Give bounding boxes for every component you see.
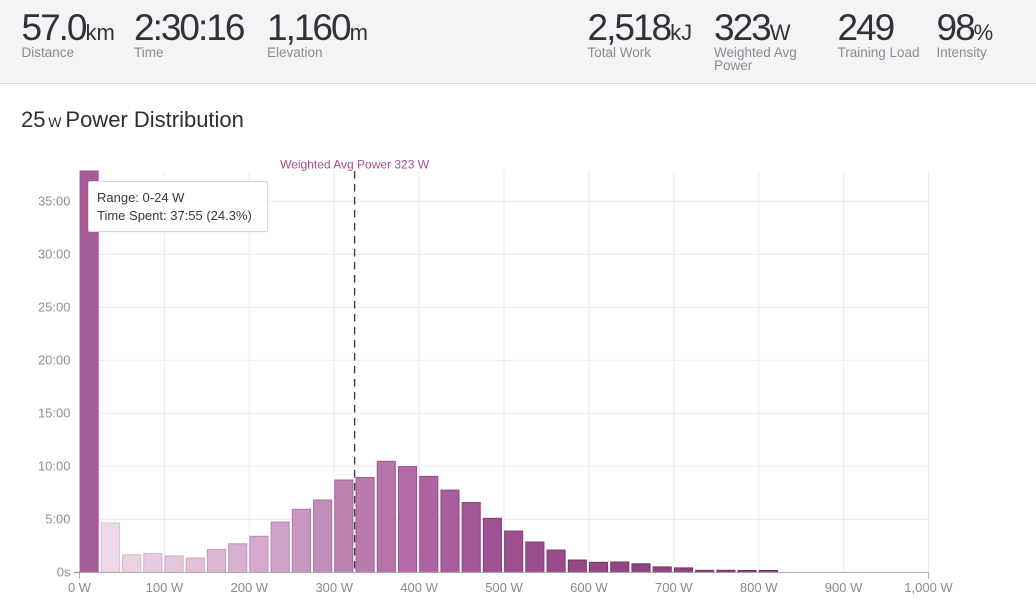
svg-text:700 W: 700 W [655, 580, 693, 595]
svg-text:0s: 0s [57, 565, 71, 580]
svg-text:15:00: 15:00 [38, 406, 71, 421]
svg-text:0 W: 0 W [68, 580, 92, 595]
svg-text:35:00: 35:00 [38, 194, 71, 209]
svg-text:1,000 W: 1,000 W [904, 580, 953, 595]
svg-text:Weighted Avg Power 323 W: Weighted Avg Power 323 W [280, 158, 430, 172]
svg-text:500 W: 500 W [485, 580, 523, 595]
svg-text:800 W: 800 W [740, 580, 778, 595]
svg-text:25:00: 25:00 [38, 300, 71, 315]
svg-text:400 W: 400 W [400, 580, 438, 595]
svg-text:30:00: 30:00 [38, 247, 71, 262]
svg-text:200 W: 200 W [231, 580, 269, 595]
svg-text:600 W: 600 W [570, 580, 608, 595]
svg-text:20:00: 20:00 [38, 353, 71, 368]
svg-text:300 W: 300 W [315, 580, 353, 595]
svg-text:100 W: 100 W [146, 580, 184, 595]
svg-text:900 W: 900 W [825, 580, 863, 595]
svg-text:5:00: 5:00 [45, 512, 70, 527]
svg-text:10:00: 10:00 [38, 459, 71, 474]
